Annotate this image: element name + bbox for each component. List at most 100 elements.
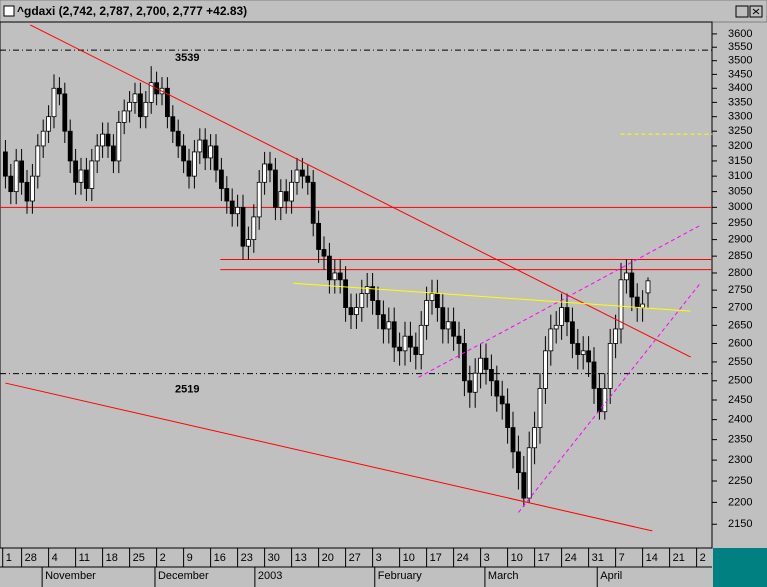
candle-body xyxy=(267,163,273,171)
candle-body xyxy=(570,321,575,344)
candle-body xyxy=(386,321,392,330)
x-tick-label: 4 xyxy=(52,552,58,564)
candle-body xyxy=(40,130,46,147)
x-tick-label: 16 xyxy=(214,552,226,564)
candle-body xyxy=(51,87,57,118)
candle-body xyxy=(132,93,138,103)
candle-body xyxy=(586,350,591,363)
candle-body xyxy=(218,169,224,189)
candle-body xyxy=(483,357,489,370)
y-tick-label: 2450 xyxy=(728,394,752,406)
candle-body xyxy=(181,145,187,162)
candle-body xyxy=(434,293,440,308)
candle-body xyxy=(472,372,478,393)
y-tick-label: 2150 xyxy=(728,518,752,530)
candle-body xyxy=(364,286,370,294)
candle-body xyxy=(375,300,381,316)
candle-body xyxy=(111,145,116,162)
candle-body xyxy=(94,145,100,162)
candle-body xyxy=(29,175,35,202)
x-tick-label: 14 xyxy=(646,552,658,564)
candle-body xyxy=(456,335,462,344)
candle-body xyxy=(89,160,95,189)
candle-body xyxy=(445,321,451,330)
candle-body xyxy=(418,324,424,355)
candle-body xyxy=(537,388,543,428)
candle-body xyxy=(278,191,284,208)
x-tick-label: 17 xyxy=(538,552,550,564)
candle-body xyxy=(499,395,505,405)
window-title: ^gdaxi (2,742, 2,787, 2,700, 2,777 +42.8… xyxy=(17,4,247,18)
candle-body xyxy=(478,357,484,374)
candle-body xyxy=(326,255,332,281)
y-tick-label: 3250 xyxy=(728,125,752,137)
y-tick-label: 2700 xyxy=(728,301,752,313)
candle-body xyxy=(521,472,527,499)
candle-body xyxy=(202,139,208,159)
y-tick-label: 3400 xyxy=(728,82,752,94)
candle-body xyxy=(413,346,419,355)
x-tick-label: 10 xyxy=(403,552,415,564)
candle-body xyxy=(321,249,327,257)
candle-body xyxy=(164,87,170,118)
candle-body xyxy=(208,145,214,159)
y-tick-label: 2250 xyxy=(728,475,752,487)
y-tick-label: 3500 xyxy=(728,55,752,67)
candle-body xyxy=(8,175,14,193)
candle-body xyxy=(353,307,359,316)
x-tick-label: 1 xyxy=(6,552,12,564)
candle-body xyxy=(251,216,257,240)
candle-body xyxy=(359,293,365,308)
x-tick-label: 24 xyxy=(565,552,577,564)
y-tick-label: 2200 xyxy=(728,496,752,508)
candle-body xyxy=(634,296,640,308)
candle-body xyxy=(543,350,548,389)
x-tick-label: 25 xyxy=(133,552,145,564)
y-tick-label: 3100 xyxy=(728,170,752,182)
candle-body xyxy=(591,361,597,389)
candle-body xyxy=(424,300,430,326)
minimize-button[interactable] xyxy=(735,5,749,18)
candle-body xyxy=(624,272,629,281)
x-tick-label: 9 xyxy=(187,552,193,564)
y-tick-label: 2600 xyxy=(728,337,752,349)
candle-body xyxy=(186,160,192,177)
month-label: December xyxy=(158,570,209,582)
line-label: 3539 xyxy=(175,52,199,64)
candle-body xyxy=(370,286,376,301)
corner xyxy=(713,548,767,587)
x-tick-label: 3 xyxy=(376,552,382,564)
x-tick-label: 30 xyxy=(268,552,280,564)
y-tick-label: 2350 xyxy=(728,434,752,446)
candle-body xyxy=(332,272,338,281)
candle-body xyxy=(127,101,132,112)
candle-body xyxy=(618,279,624,330)
candle-body xyxy=(348,307,354,316)
candle-body xyxy=(407,335,413,348)
month-label: April xyxy=(600,570,622,582)
candle-body xyxy=(289,181,295,202)
candle-body xyxy=(602,388,608,413)
candle-body xyxy=(305,175,311,183)
candle-body xyxy=(505,403,511,428)
y-tick-label: 3300 xyxy=(728,111,752,123)
candle-body xyxy=(467,380,473,393)
candle-body xyxy=(84,169,89,189)
candle-body xyxy=(391,321,397,348)
y-tick-label: 3050 xyxy=(728,186,752,198)
plot-area xyxy=(0,21,713,549)
candle-body xyxy=(397,346,403,352)
candle-body xyxy=(613,328,618,344)
candle-body xyxy=(607,343,613,389)
trend-line xyxy=(293,282,691,312)
candle-body xyxy=(137,93,143,118)
candle-body xyxy=(262,163,268,183)
y-tick-label: 2650 xyxy=(728,319,752,331)
y-tick-label: 2950 xyxy=(728,217,752,229)
month-label: November xyxy=(45,570,96,582)
candle-body xyxy=(299,169,305,177)
y-tick-label: 3000 xyxy=(728,201,752,213)
candle-body xyxy=(451,321,457,337)
candle-body xyxy=(559,307,564,326)
